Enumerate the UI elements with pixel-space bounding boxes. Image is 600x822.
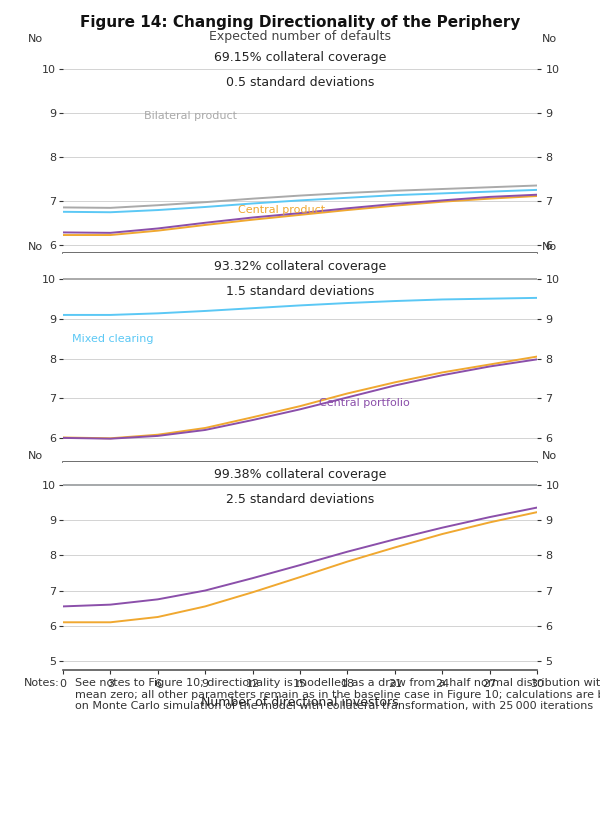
Text: See notes to Figure 10; directionality is modelled as a draw from a half normal : See notes to Figure 10; directionality i… [75, 678, 600, 711]
Text: Mixed clearing: Mixed clearing [73, 334, 154, 344]
Text: No: No [542, 35, 557, 44]
Text: No: No [28, 35, 43, 44]
Text: Central product: Central product [238, 205, 326, 215]
Text: 93.32% collateral coverage: 93.32% collateral coverage [214, 260, 386, 273]
Text: 99.38% collateral coverage: 99.38% collateral coverage [214, 468, 386, 481]
Text: 69.15% collateral coverage: 69.15% collateral coverage [214, 52, 386, 64]
Text: No: No [542, 450, 557, 460]
Text: Notes:: Notes: [24, 678, 60, 688]
Text: No: No [542, 242, 557, 252]
Text: Expected number of defaults: Expected number of defaults [209, 30, 391, 43]
Text: Bilateral product: Bilateral product [143, 111, 236, 121]
Text: 0.5 standard deviations: 0.5 standard deviations [226, 76, 374, 90]
X-axis label: Number of directional investors: Number of directional investors [201, 696, 399, 709]
Text: 2.5 standard deviations: 2.5 standard deviations [226, 493, 374, 506]
Text: 1.5 standard deviations: 1.5 standard deviations [226, 284, 374, 298]
Text: Figure 14: Changing Directionality of the Periphery: Figure 14: Changing Directionality of th… [80, 15, 520, 30]
Text: No: No [28, 242, 43, 252]
Text: Central portfolio: Central portfolio [319, 399, 410, 409]
Text: No: No [28, 450, 43, 460]
